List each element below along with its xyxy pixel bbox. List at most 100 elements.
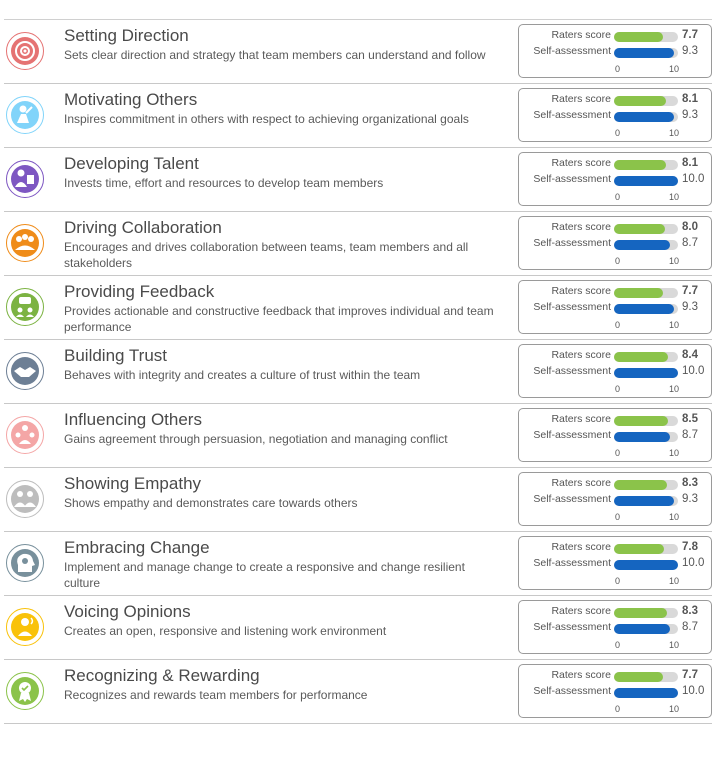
axis-max-label: 10 [669, 192, 680, 202]
raters-score-label: Raters score [551, 157, 611, 169]
competency-row: Voicing Opinions Creates an open, respon… [4, 596, 712, 660]
competency-description: Provides actionable and constructive fee… [64, 304, 494, 334]
axis-max-label: 10 [669, 576, 680, 586]
raters-score-label: Raters score [551, 477, 611, 489]
competency-row: Developing Talent Invests time, effort a… [4, 148, 712, 212]
competency-description: Creates an open, responsive and listenin… [64, 624, 387, 638]
self-assessment-label: Self-assessment [533, 685, 611, 697]
self-assessment-label: Self-assessment [533, 621, 611, 633]
teacher-icon [6, 159, 44, 198]
raters-score-value: 8.0 [682, 221, 698, 233]
feedback-chat-icon [6, 287, 44, 326]
competency-description: Invests time, effort and resources to de… [64, 176, 384, 190]
axis-max-label: 10 [669, 64, 680, 74]
self-assessment-bar [614, 560, 678, 570]
self-assessment-label: Self-assessment [533, 173, 611, 185]
raters-score-value: 8.1 [682, 157, 698, 169]
self-assessment-bar [614, 176, 678, 186]
competency-text: Voicing Opinions Creates an open, respon… [64, 602, 504, 639]
competency-title: Developing Talent [64, 154, 199, 173]
score-box: Raters score 8.4 Self-assessment 10.0 0 … [518, 344, 712, 398]
raters-score-fill [614, 96, 666, 106]
raters-score-bar [614, 672, 678, 682]
raters-score-fill [614, 160, 666, 170]
raters-score-value: 8.3 [682, 605, 698, 617]
raters-score-value: 7.7 [682, 669, 698, 681]
self-assessment-fill [614, 176, 678, 186]
self-assessment-bar [614, 688, 678, 698]
self-assessment-value: 10.0 [682, 365, 705, 377]
axis-min-label: 0 [615, 128, 621, 138]
competency-title: Motivating Others [64, 90, 198, 109]
competency-text: Motivating Others Inspires commitment in… [64, 90, 504, 127]
competency-row: Setting Direction Sets clear direction a… [4, 20, 712, 84]
score-box: Raters score 8.0 Self-assessment 8.7 0 1… [518, 216, 712, 270]
raters-score-fill [614, 480, 668, 490]
empathy-people-icon [6, 479, 44, 518]
competency-description: Recognizes and rewards team members for … [64, 688, 368, 702]
raters-score-label: Raters score [551, 29, 611, 41]
axis-min-label: 0 [615, 448, 621, 458]
competency-row: Building Trust Behaves with integrity an… [4, 340, 712, 404]
raters-score-fill [614, 352, 668, 362]
axis-max-label: 10 [669, 384, 680, 394]
self-assessment-value: 9.3 [682, 45, 698, 57]
competency-description: Shows empathy and demonstrates care towa… [64, 496, 358, 510]
competency-text: Showing Empathy Shows empathy and demons… [64, 474, 504, 511]
self-assessment-fill [614, 304, 674, 314]
axis-max-label: 10 [669, 704, 680, 714]
competency-row: Providing Feedback Provides actionable a… [4, 276, 712, 340]
raters-score-value: 7.7 [682, 285, 698, 297]
raters-score-value: 8.4 [682, 349, 698, 361]
raters-score-value: 7.7 [682, 29, 698, 41]
competency-title: Recognizing & Rewarding [64, 666, 260, 685]
competency-title: Embracing Change [64, 538, 210, 557]
self-assessment-label: Self-assessment [533, 429, 611, 441]
raters-score-bar [614, 480, 678, 490]
axis-min-label: 0 [615, 640, 621, 650]
competency-text: Developing Talent Invests time, effort a… [64, 154, 504, 191]
competency-description: Encourages and drives collaboration betw… [64, 240, 469, 270]
raters-score-bar [614, 416, 678, 426]
self-assessment-fill [614, 432, 670, 442]
competency-title: Setting Direction [64, 26, 189, 45]
raters-score-label: Raters score [551, 93, 611, 105]
raters-score-bar [614, 608, 678, 618]
raters-score-value: 8.3 [682, 477, 698, 489]
axis-max-label: 10 [669, 128, 680, 138]
axis-max-label: 10 [669, 512, 680, 522]
competency-row: Recognizing & Rewarding Recognizes and r… [4, 660, 712, 724]
axis-max-label: 10 [669, 448, 680, 458]
axis-max-label: 10 [669, 256, 680, 266]
raters-score-fill [614, 224, 666, 234]
raters-score-value: 8.5 [682, 413, 698, 425]
raters-score-bar [614, 160, 678, 170]
speaking-person-icon [6, 607, 44, 646]
self-assessment-label: Self-assessment [533, 365, 611, 377]
raters-score-label: Raters score [551, 413, 611, 425]
self-assessment-fill [614, 560, 678, 570]
competency-description: Behaves with integrity and creates a cul… [64, 368, 421, 382]
axis-min-label: 0 [615, 256, 621, 266]
motivating-person-icon [6, 95, 44, 134]
score-box: Raters score 8.3 Self-assessment 8.7 0 1… [518, 600, 712, 654]
score-box: Raters score 8.1 Self-assessment 10.0 0 … [518, 152, 712, 206]
raters-score-fill [614, 608, 668, 618]
self-assessment-label: Self-assessment [533, 45, 611, 57]
raters-score-bar [614, 544, 678, 554]
competency-description: Gains agreement through persuasion, nego… [64, 432, 448, 446]
score-box: Raters score 8.5 Self-assessment 8.7 0 1… [518, 408, 712, 462]
raters-score-label: Raters score [551, 349, 611, 361]
self-assessment-fill [614, 496, 674, 506]
self-assessment-label: Self-assessment [533, 301, 611, 313]
self-assessment-fill [614, 368, 678, 378]
self-assessment-bar [614, 48, 678, 58]
self-assessment-fill [614, 112, 674, 122]
self-assessment-bar [614, 496, 678, 506]
self-assessment-bar [614, 304, 678, 314]
raters-score-label: Raters score [551, 541, 611, 553]
competency-text: Setting Direction Sets clear direction a… [64, 26, 504, 63]
competency-text: Influencing Others Gains agreement throu… [64, 410, 504, 447]
axis-max-label: 10 [669, 320, 680, 330]
competency-title: Building Trust [64, 346, 167, 365]
